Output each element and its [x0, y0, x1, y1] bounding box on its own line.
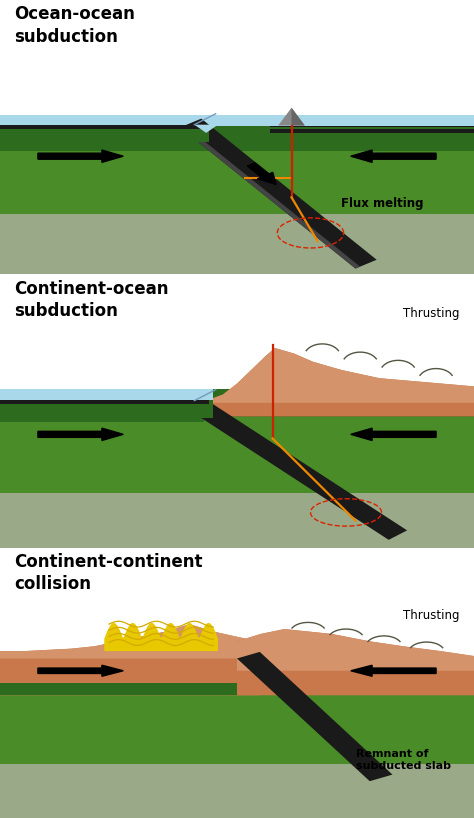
- Text: Thrusting: Thrusting: [403, 307, 460, 320]
- Polygon shape: [0, 390, 213, 399]
- Polygon shape: [204, 416, 474, 438]
- Polygon shape: [270, 128, 474, 142]
- Polygon shape: [0, 125, 204, 130]
- Text: Remnant of
subducted slab: Remnant of subducted slab: [356, 749, 450, 771]
- Polygon shape: [180, 395, 407, 540]
- Polygon shape: [278, 108, 305, 125]
- FancyArrow shape: [38, 428, 123, 441]
- FancyArrow shape: [351, 665, 436, 676]
- Polygon shape: [0, 658, 474, 764]
- FancyArrow shape: [351, 150, 436, 162]
- FancyArrow shape: [247, 163, 276, 184]
- Polygon shape: [104, 623, 218, 651]
- Polygon shape: [270, 126, 474, 142]
- Text: Flux melting: Flux melting: [341, 197, 424, 210]
- Polygon shape: [0, 399, 209, 404]
- Polygon shape: [0, 126, 204, 142]
- Text: Ocean-ocean
subduction: Ocean-ocean subduction: [14, 6, 135, 46]
- Polygon shape: [194, 124, 218, 133]
- Polygon shape: [0, 624, 261, 695]
- Polygon shape: [0, 389, 213, 402]
- Polygon shape: [0, 124, 474, 151]
- FancyArrow shape: [38, 665, 123, 676]
- Polygon shape: [0, 389, 474, 422]
- Polygon shape: [0, 124, 204, 129]
- Polygon shape: [0, 624, 261, 658]
- FancyArrow shape: [38, 150, 123, 162]
- Polygon shape: [0, 124, 474, 213]
- Polygon shape: [204, 348, 474, 402]
- Polygon shape: [0, 115, 474, 126]
- Polygon shape: [0, 401, 213, 405]
- Text: Continent-continent
collision: Continent-continent collision: [14, 553, 203, 593]
- Text: Continent-ocean
subduction: Continent-ocean subduction: [14, 280, 169, 320]
- Polygon shape: [0, 658, 474, 695]
- Polygon shape: [180, 119, 377, 268]
- Polygon shape: [270, 125, 474, 130]
- Polygon shape: [0, 764, 474, 818]
- Polygon shape: [0, 400, 213, 418]
- Polygon shape: [0, 213, 474, 274]
- Polygon shape: [237, 629, 474, 671]
- Polygon shape: [204, 348, 474, 416]
- Polygon shape: [292, 108, 305, 125]
- Polygon shape: [0, 124, 209, 142]
- Polygon shape: [0, 493, 474, 548]
- Polygon shape: [270, 128, 474, 133]
- Polygon shape: [237, 629, 474, 695]
- Polygon shape: [0, 683, 261, 695]
- FancyArrow shape: [351, 428, 436, 441]
- Polygon shape: [237, 652, 392, 781]
- Polygon shape: [0, 402, 213, 416]
- Polygon shape: [180, 125, 360, 268]
- Polygon shape: [0, 389, 474, 493]
- Text: Thrusting: Thrusting: [403, 609, 460, 622]
